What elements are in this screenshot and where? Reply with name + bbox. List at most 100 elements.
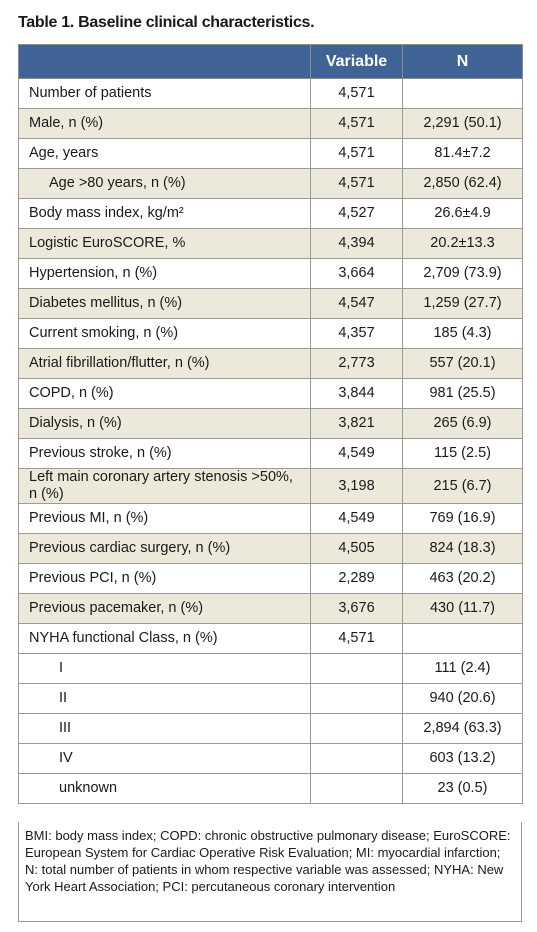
n-cell: 81.4±7.2 xyxy=(402,138,523,169)
n-cell: 2,894 (63.3) xyxy=(402,713,523,744)
variable-cell: 4,571 xyxy=(310,138,403,169)
row-label: COPD, n (%) xyxy=(18,378,311,409)
variable-cell xyxy=(310,713,403,744)
table-row: Current smoking, n (%) 4,357 185 (4.3) xyxy=(18,318,523,349)
table-row: III 2,894 (63.3) xyxy=(18,713,523,744)
variable-cell: 4,571 xyxy=(310,623,403,654)
table-row: Age >80 years, n (%) 4,571 2,850 (62.4) xyxy=(18,168,523,199)
variable-cell: 3,844 xyxy=(310,378,403,409)
variable-cell xyxy=(310,773,403,804)
variable-cell: 3,676 xyxy=(310,593,403,624)
row-label: Current smoking, n (%) xyxy=(18,318,311,349)
row-label: Age >80 years, n (%) xyxy=(18,168,311,199)
n-cell: 940 (20.6) xyxy=(402,683,523,714)
table-row: Hypertension, n (%) 3,664 2,709 (73.9) xyxy=(18,258,523,289)
header-cell: N xyxy=(402,44,523,79)
n-cell: 430 (11.7) xyxy=(402,593,523,624)
variable-cell: 4,394 xyxy=(310,228,403,259)
variable-cell xyxy=(310,743,403,774)
n-cell: 111 (2.4) xyxy=(402,653,523,684)
variable-cell: 2,773 xyxy=(310,348,403,379)
row-label: Body mass index, kg/m² xyxy=(18,198,311,229)
header-cell: Variable xyxy=(310,44,403,79)
row-label: Logistic EuroSCORE, % xyxy=(18,228,311,259)
n-cell: 1,259 (27.7) xyxy=(402,288,523,319)
table-row: NYHA functional Class, n (%) 4,571 xyxy=(18,623,523,654)
table: Variable N Number of patients 4,571 Male, … xyxy=(18,44,523,804)
variable-cell: 4,571 xyxy=(310,168,403,199)
row-label: Dialysis, n (%) xyxy=(18,408,311,439)
row-label: II xyxy=(18,683,311,714)
table-row: Diabetes mellitus, n (%) 4,547 1,259 (27.7… xyxy=(18,288,523,319)
table-row: Previous stroke, n (%) 4,549 115 (2.5) xyxy=(18,438,523,469)
variable-cell: 2,289 xyxy=(310,563,403,594)
header-cell xyxy=(18,44,311,79)
n-cell: 981 (25.5) xyxy=(402,378,523,409)
variable-cell: 3,821 xyxy=(310,408,403,439)
table-row: Number of patients 4,571 xyxy=(18,78,523,109)
variable-cell: 4,571 xyxy=(310,78,403,109)
n-cell: 185 (4.3) xyxy=(402,318,523,349)
row-label: Left main coronary artery stenosis >50%,… xyxy=(18,468,311,504)
table-body: Number of patients 4,571 Male, n (%) 4,571 2… xyxy=(18,78,523,804)
n-cell: 2,291 (50.1) xyxy=(402,108,523,139)
variable-cell: 4,549 xyxy=(310,503,403,534)
row-label: Previous PCI, n (%) xyxy=(18,563,311,594)
n-cell xyxy=(402,78,523,109)
n-cell: 2,850 (62.4) xyxy=(402,168,523,199)
row-label: Previous cardiac surgery, n (%) xyxy=(18,533,311,564)
row-label: Previous pacemaker, n (%) xyxy=(18,593,311,624)
table-row: Previous PCI, n (%) 2,289 463 (20.2) xyxy=(18,563,523,594)
variable-cell: 4,571 xyxy=(310,108,403,139)
n-cell: 769 (16.9) xyxy=(402,503,523,534)
variable-cell: 3,198 xyxy=(310,468,403,504)
row-label: NYHA functional Class, n (%) xyxy=(18,623,311,654)
table-row: Age, years 4,571 81.4±7.2 xyxy=(18,138,523,169)
n-cell: 463 (20.2) xyxy=(402,563,523,594)
header-row: Variable N xyxy=(18,44,523,79)
row-label: Atrial fibrillation/flutter, n (%) xyxy=(18,348,311,379)
table-row: Previous cardiac surgery, n (%) 4,505 824 … xyxy=(18,533,523,564)
table-row: Logistic EuroSCORE, % 4,394 20.2±13.3 xyxy=(18,228,523,259)
variable-cell: 4,527 xyxy=(310,198,403,229)
row-label: I xyxy=(18,653,311,684)
row-label: Hypertension, n (%) xyxy=(18,258,311,289)
row-label: Age, years xyxy=(18,138,311,169)
n-cell: 115 (2.5) xyxy=(402,438,523,469)
variable-cell: 3,664 xyxy=(310,258,403,289)
n-cell: 265 (6.9) xyxy=(402,408,523,439)
n-cell: 26.6±4.9 xyxy=(402,198,523,229)
table-title: Table 1. Baseline clinical characteristi… xyxy=(18,14,315,31)
n-cell: 23 (0.5) xyxy=(402,773,523,804)
table-row: Left main coronary artery stenosis >50%,… xyxy=(18,468,523,504)
n-cell: 2,709 (73.9) xyxy=(402,258,523,289)
row-label: Previous MI, n (%) xyxy=(18,503,311,534)
variable-cell: 4,547 xyxy=(310,288,403,319)
row-label: III xyxy=(18,713,311,744)
row-label: Previous stroke, n (%) xyxy=(18,438,311,469)
variable-cell: 4,505 xyxy=(310,533,403,564)
table-row: Previous pacemaker, n (%) 3,676 430 (11.7) xyxy=(18,593,523,624)
table-row: Atrial fibrillation/flutter, n (%) 2,773 5… xyxy=(18,348,523,379)
row-label: IV xyxy=(18,743,311,774)
footnote: BMI: body mass index; COPD: chronic obst… xyxy=(18,822,522,922)
row-label: Male, n (%) xyxy=(18,108,311,139)
variable-cell xyxy=(310,653,403,684)
row-label: Number of patients xyxy=(18,78,311,109)
n-cell: 215 (6.7) xyxy=(402,468,523,504)
table-row: Male, n (%) 4,571 2,291 (50.1) xyxy=(18,108,523,139)
table-row: unknown 23 (0.5) xyxy=(18,773,523,804)
table-row: Dialysis, n (%) 3,821 265 (6.9) xyxy=(18,408,523,439)
n-cell: 557 (20.1) xyxy=(402,348,523,379)
n-cell xyxy=(402,623,523,654)
variable-cell xyxy=(310,683,403,714)
n-cell: 824 (18.3) xyxy=(402,533,523,564)
table-row: II 940 (20.6) xyxy=(18,683,523,714)
row-label: unknown xyxy=(18,773,311,804)
table-row: I 111 (2.4) xyxy=(18,653,523,684)
table-row: COPD, n (%) 3,844 981 (25.5) xyxy=(18,378,523,409)
n-cell: 603 (13.2) xyxy=(402,743,523,774)
variable-cell: 4,357 xyxy=(310,318,403,349)
table-row: Body mass index, kg/m² 4,527 26.6±4.9 xyxy=(18,198,523,229)
